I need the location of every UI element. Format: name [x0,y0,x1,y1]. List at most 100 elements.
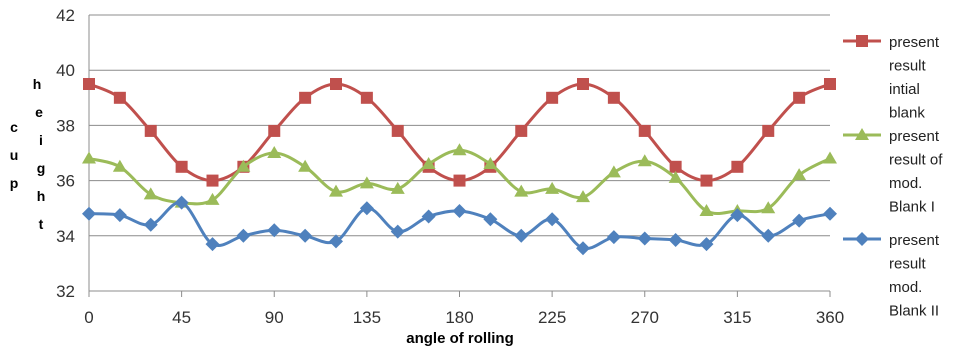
data-point [824,78,836,90]
legend-swatch-marker [855,232,869,246]
data-point [143,187,158,200]
series-line [88,82,831,183]
data-point [82,151,96,164]
data-point [546,91,559,104]
legend-label: Blank I [889,199,935,216]
data-point [514,228,529,243]
data-point [793,91,806,104]
data-point [730,208,745,223]
x-tick-label: 225 [538,308,566,327]
y-tick-label: 38 [56,116,75,135]
data-point [761,228,776,243]
x-tick-label: 270 [631,308,659,327]
data-point [236,228,251,243]
legend-label: present [889,232,940,249]
data-point [607,91,620,104]
data-point [700,174,713,187]
x-tick-label: 360 [816,308,844,327]
legend-item: present result of mod. Blank I [843,128,943,216]
x-tick-label: 45 [172,308,191,327]
data-point [329,184,343,197]
data-point [205,237,220,252]
gridlines [88,14,831,297]
y-axis-title-letter: h [37,188,46,204]
series-3 [82,195,837,256]
data-point [82,206,96,221]
data-point [483,212,498,227]
legend-swatch-marker [855,128,869,140]
data-point [823,151,837,164]
legend-label: result [889,58,927,75]
data-point [267,223,282,238]
y-axis-title-letter: c [10,119,18,135]
legend-label: result [889,256,927,273]
data-point [823,206,837,221]
data-point [113,91,126,104]
data-point [453,174,466,187]
y-tick-label: 32 [56,282,75,301]
x-tick-label: 0 [84,308,93,327]
x-tick-label: 90 [265,308,284,327]
data-point [545,181,560,194]
data-point [731,160,744,173]
y-axis-title-letter: p [10,175,19,191]
data-point [606,165,621,178]
legend-label: mod. [889,279,922,296]
data-point [330,78,342,90]
legend-label: result of [889,152,943,169]
y-axis-title-letter: e [35,104,43,120]
y-tick-label: 36 [56,172,75,191]
data-point [298,228,313,243]
data-point [359,201,374,216]
data-point [606,230,621,245]
data-point [421,157,436,170]
y-axis-title-letter: t [39,216,44,232]
data-point [329,234,343,249]
data-point [576,190,590,203]
legend-label: present [889,128,940,145]
legend-label: Blank II [889,303,939,320]
data-point [577,78,589,90]
data-point [236,159,251,172]
y-tick-labels: 32 34 36 38 40 42 [56,6,75,301]
data-point [390,224,405,239]
data-point [144,124,157,137]
data-point [452,203,467,218]
data-point [699,203,714,216]
y-tick-label: 42 [56,6,75,25]
data-point [452,143,467,156]
data-point [669,160,682,173]
legend-label: intial [889,81,920,98]
legend-item: present result mod. Blank II [843,232,940,320]
data-point [390,181,405,194]
x-tick-label: 135 [353,308,381,327]
y-axis-title-letter: u [10,147,19,163]
data-point [112,159,127,172]
data-point [637,154,652,167]
data-point [668,232,683,247]
data-point [668,170,683,183]
series-layer [82,78,837,256]
y-axis-title-letter: i [39,132,43,148]
x-tick-labels: 0 45 90 135 180 225 270 315 360 [84,308,844,327]
legend-label: present [889,34,940,51]
data-point [545,212,560,227]
data-point [205,192,220,205]
legend-swatch-marker [856,35,868,47]
data-point [174,195,189,210]
data-point [483,157,498,170]
series-1 [83,78,836,187]
data-point [421,209,436,224]
data-point [699,237,714,252]
legend-label: mod. [889,175,922,192]
data-point [298,159,313,172]
x-tick-label: 180 [445,308,473,327]
y-axis-title-letter: h [33,76,42,92]
data-point [792,168,807,181]
y-axis-title-letter: g [37,160,46,176]
data-point [360,91,373,104]
data-point [267,146,282,158]
data-point [762,124,775,137]
